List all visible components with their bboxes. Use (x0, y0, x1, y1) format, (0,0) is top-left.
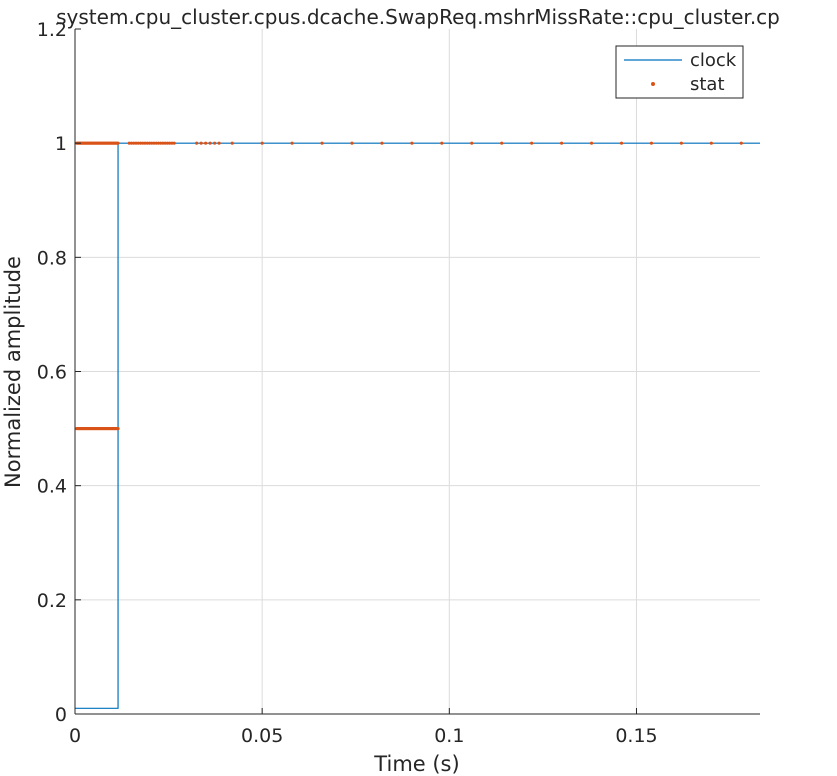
series-stat-point (208, 141, 212, 145)
series-stat-point (138, 141, 143, 145)
legend-box (615, 45, 744, 99)
series-stat-point (154, 141, 158, 145)
series-stat-point (213, 141, 217, 145)
series-stat-point (320, 141, 324, 145)
series-stat-point (170, 141, 174, 145)
series-stat-point (129, 141, 134, 145)
series-stat-point (172, 141, 176, 145)
series-stat-point (410, 141, 414, 145)
x-tick-label: 0 (69, 725, 81, 747)
series-stat-point (217, 141, 221, 145)
series-stat-point (152, 141, 156, 145)
x-axis-label: Time (s) (373, 752, 459, 776)
series-stat-point (127, 141, 131, 145)
series-stat-point (147, 141, 152, 145)
x-tick-label: 0.05 (241, 725, 283, 747)
series-stat-point (560, 141, 564, 145)
legend: clock stat (615, 45, 744, 99)
series-stat-points (75, 141, 743, 431)
series-stat-point (161, 141, 165, 145)
axes: 0 0.05 0.1 0.15 0 0.2 0.4 0.6 0.8 1 1.2 (37, 19, 760, 747)
y-tick-label: 0.2 (37, 590, 67, 612)
series-stat-point (159, 141, 163, 145)
series-stat-point (195, 141, 199, 145)
series-stat-point (290, 141, 294, 145)
series-stat-point (470, 141, 474, 145)
legend-stat-swatch (651, 82, 655, 86)
legend-stat-label: stat (690, 74, 725, 95)
series-stat-point (350, 141, 354, 145)
series-stat-point (230, 141, 234, 145)
series-stat-point (260, 141, 264, 145)
y-tick-label: 0.4 (37, 476, 67, 498)
series-layer (75, 141, 760, 709)
series-stat-point (739, 141, 743, 145)
series-stat-point (116, 141, 120, 145)
y-tick-label: 0.8 (37, 247, 67, 269)
series-stat-point (163, 141, 167, 145)
series-stat-point (150, 141, 154, 145)
series-stat-point (649, 141, 654, 145)
series-stat-point (168, 141, 172, 145)
series-stat-point (199, 141, 203, 145)
series-clock-line (75, 142, 760, 709)
series-stat-point (132, 141, 136, 145)
y-tick-label: 0.6 (37, 362, 67, 384)
series-stat-point (500, 141, 504, 145)
series-stat-point (589, 141, 594, 145)
x-tick-label: 0.1 (434, 725, 464, 747)
series-stat-point (165, 141, 170, 145)
series-stat-point (145, 141, 149, 145)
series-stat-point (141, 141, 145, 145)
y-tick-label: 1 (55, 133, 67, 155)
series-stat-point (619, 141, 624, 145)
series-stat-point (143, 141, 147, 145)
series-stat-point (530, 141, 534, 145)
y-tick-label: 0 (55, 704, 67, 726)
series-stat-point (380, 141, 384, 145)
series-stat-point (709, 141, 713, 145)
series-stat-point (679, 141, 683, 145)
series-stat-point (440, 141, 444, 145)
series-stat-point (136, 141, 140, 145)
series-stat-point (204, 141, 208, 145)
legend-clock-label: clock (690, 50, 737, 71)
series-stat-point (156, 141, 161, 145)
y-tick-label: 1.2 (37, 19, 67, 41)
series-stat-point (116, 426, 120, 431)
x-tick-label: 0.15 (615, 725, 657, 747)
chart-title: system.cpu_cluster.cpus.dcache.SwapReq.m… (56, 5, 780, 29)
series-stat-point (134, 141, 138, 145)
y-axis-label: Normalized amplitude (1, 256, 25, 488)
